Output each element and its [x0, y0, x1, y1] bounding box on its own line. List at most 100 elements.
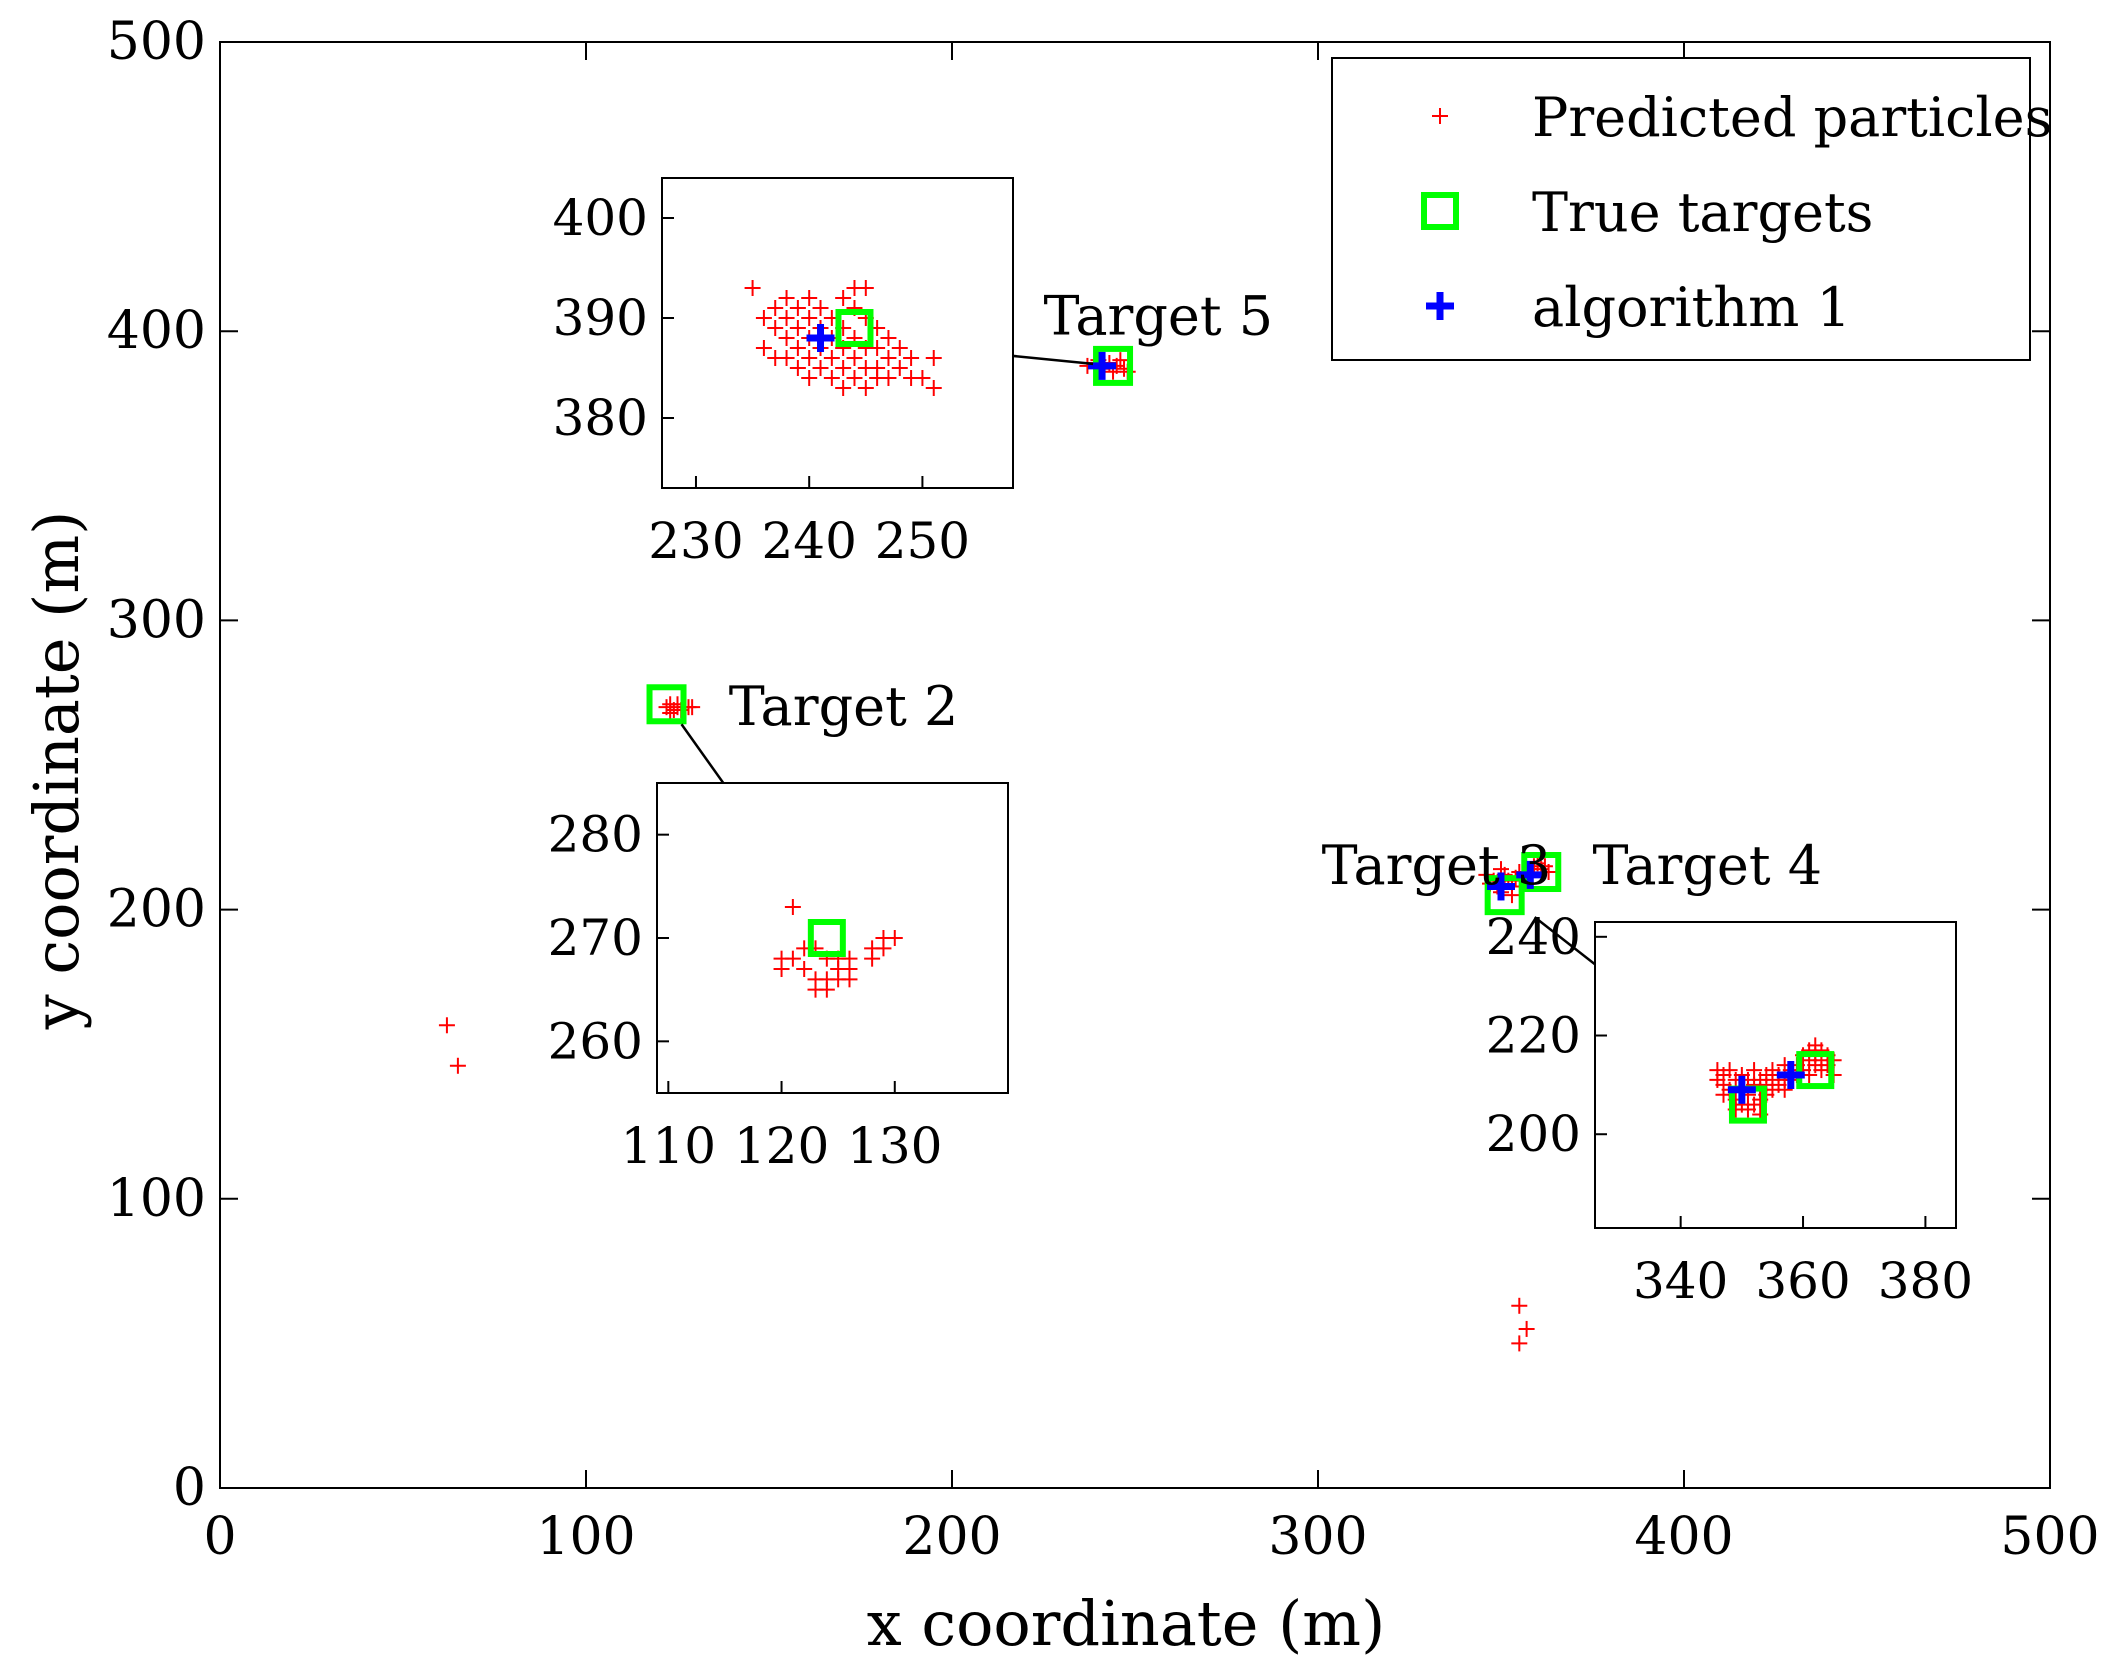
inset-particle-point: [778, 350, 795, 366]
inset-particle-point: [755, 310, 772, 326]
inset-particle-point: [875, 940, 892, 957]
legend-label: Predicted particles: [1532, 86, 2052, 149]
inset-particle-point: [818, 981, 835, 998]
annotation-label: Target 3: [1322, 834, 1552, 897]
inset-particle-point: [880, 370, 897, 386]
estimate-point: [1487, 872, 1515, 901]
annotation-label: Target 5: [1044, 285, 1274, 348]
inset-particle-point: [857, 380, 874, 396]
inset-x-tick-label: 250: [875, 512, 970, 570]
main-y-tick-label: 300: [107, 590, 206, 650]
inset-y-tick-label: 400: [553, 189, 648, 247]
inset-2: 110 120 130 260 270 280: [548, 782, 1009, 1175]
particle-point: [1511, 1297, 1528, 1314]
inset-particle-point: [1715, 1086, 1732, 1103]
inset-particle-point: [801, 350, 818, 366]
inset-particle-point: [767, 320, 784, 336]
inset-particle-point: [891, 360, 908, 376]
legend-marker: [1426, 292, 1454, 320]
inset-particle-point: [789, 360, 806, 376]
inset-particle-point: [869, 340, 886, 356]
inset-particle-point: [1746, 1062, 1763, 1079]
inset-particle-point: [744, 280, 761, 296]
main-y-tick-label: 500: [107, 12, 206, 72]
inset-particle-point: [778, 290, 795, 306]
particle-point: [438, 1017, 455, 1034]
particle-point: [684, 699, 701, 716]
inset-estimate-point: [1776, 1061, 1805, 1089]
legend-label: True targets: [1532, 181, 1873, 244]
main-y-tick-label: 200: [107, 880, 206, 940]
inset-particle-point: [846, 350, 863, 366]
inset-particle-point: [812, 300, 829, 316]
inset-frame: [656, 782, 1009, 1094]
inset-x-tick-label: 340: [1633, 1252, 1728, 1310]
inset-x-tick-label: 110: [621, 1117, 716, 1175]
inset-y-tick-label: 220: [1486, 1007, 1581, 1065]
legend: Predicted particles True targets algorithm…: [1331, 57, 2052, 361]
inset-particle-point: [784, 950, 801, 967]
particle-point: [1518, 1320, 1535, 1337]
inset-true-target-point: [835, 309, 874, 347]
estimate-point: [1516, 860, 1545, 889]
inset-particle-point: [778, 330, 795, 346]
inset-particle-point: [835, 290, 852, 306]
inset-x-tick-label: 240: [761, 512, 856, 570]
annotation-label: Target 2: [729, 675, 959, 738]
particle-point: [449, 1057, 466, 1074]
particle-point: [1112, 352, 1129, 369]
inset-particle-point: [846, 370, 863, 386]
inset-3: 340 360 380 200 220 240: [1486, 908, 1974, 1310]
inset-particle-point: [903, 350, 920, 366]
inset-1: 230 240 250 380 390 400: [553, 177, 1014, 570]
inset-particle-point: [755, 340, 772, 356]
inset-particle-point: [886, 930, 903, 946]
particle-point: [1511, 1335, 1528, 1352]
y-axis-label: y coordinate (m): [20, 511, 93, 1031]
inset-particle-point: [789, 340, 806, 356]
inset-particle-point: [789, 300, 806, 316]
legend-marker: [1421, 192, 1459, 230]
main-x-tick-label: 300: [1268, 1507, 1367, 1567]
inset-estimate-point: [806, 324, 835, 352]
inset-particle-point: [1739, 1101, 1756, 1118]
main-y-tick-label: 0: [173, 1458, 206, 1518]
inset-x-tick-label: 360: [1755, 1252, 1850, 1310]
inset-particle-point: [864, 950, 881, 967]
inset-particle-point: [767, 300, 784, 316]
main-x-tick-label: 0: [203, 1507, 236, 1567]
inset-y-tick-label: 260: [548, 1012, 643, 1070]
inset-particle-point: [823, 350, 840, 366]
x-axis-label: x coordinate (m): [867, 1587, 1386, 1660]
inset-true-target-point: [1796, 1051, 1835, 1090]
inset-particle-point: [1776, 1081, 1793, 1098]
inset-true-target-point: [807, 919, 846, 957]
inset-particle-point: [841, 971, 858, 988]
main-y-tick-label: 100: [107, 1169, 206, 1229]
inset-particle-point: [801, 310, 818, 326]
inset-particle-point: [880, 350, 897, 366]
inset-y-tick-label: 200: [1486, 1105, 1581, 1163]
legend-box: [1331, 57, 2031, 361]
inset-particle-point: [891, 340, 908, 356]
true-target-point: [1484, 875, 1525, 916]
main-x-tick-label: 500: [2000, 1507, 2099, 1567]
inset-x-tick-label: 230: [648, 512, 743, 570]
inset-particle-point: [773, 961, 790, 977]
inset-particle-point: [812, 360, 829, 376]
inset-particle-point: [857, 280, 874, 296]
inset-x-tick-label: 120: [734, 1117, 829, 1175]
main-y-tick-label: 400: [107, 301, 206, 361]
inset-particle-point: [880, 330, 897, 346]
inset-particle-point: [925, 350, 942, 366]
inset-particle-point: [778, 310, 795, 326]
inset-particle-point: [1721, 1062, 1738, 1079]
main-x-tick-label: 400: [1634, 1507, 1733, 1567]
inset-particle-point: [801, 290, 818, 306]
inset-x-tick-label: 130: [847, 1117, 942, 1175]
inset-y-tick-label: 280: [548, 806, 643, 864]
inset-estimate-point: [1727, 1075, 1756, 1104]
inset-particle-point: [801, 370, 818, 386]
